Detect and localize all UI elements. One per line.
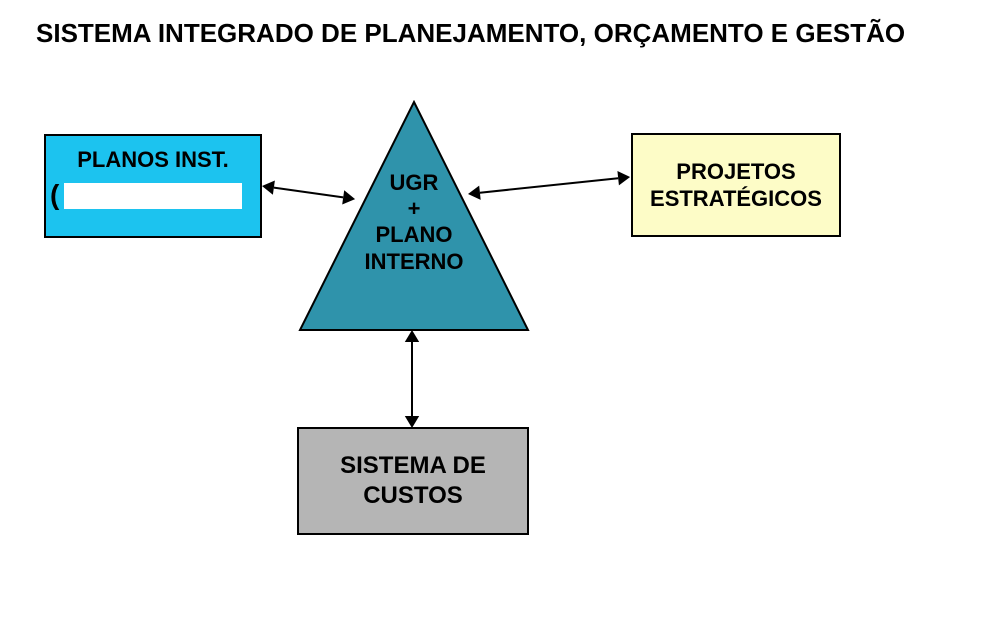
node-projetos-estrategicos: PROJETOS ESTRATÉGICOS [631,133,841,237]
edge-bottom-arrow-icon [398,330,426,428]
node-planos-inst-label: PLANOS INST. [77,146,229,174]
white-strip [64,183,242,209]
node-sistema-de-custos: SISTEMA DE CUSTOS [297,427,529,535]
node-custos-label-line2: CUSTOS [363,482,463,509]
node-projetos-label: PROJETOS ESTRATÉGICOS [650,158,822,213]
diagram-title: SISTEMA INTEGRADO DE PLANEJAMENTO, ORÇAM… [36,18,905,49]
node-custos-label: SISTEMA DE CUSTOS [340,451,486,511]
node-projetos-label-line1: PROJETOS [676,159,795,184]
node-ugr-plano-interno: UGR + PLANO INTERNO [298,100,530,332]
paren-mark: ( [50,179,59,211]
node-ugr-label-line1: UGR [390,170,439,195]
node-custos-label-line1: SISTEMA DE [340,452,486,479]
diagram-canvas: SISTEMA INTEGRADO DE PLANEJAMENTO, ORÇAM… [0,0,1000,629]
node-projetos-label-line2: ESTRATÉGICOS [650,186,822,211]
node-ugr-label-line3: PLANO [376,222,453,247]
node-ugr-label-line4: INTERNO [365,249,464,274]
node-ugr-label-line2: + [408,196,421,221]
